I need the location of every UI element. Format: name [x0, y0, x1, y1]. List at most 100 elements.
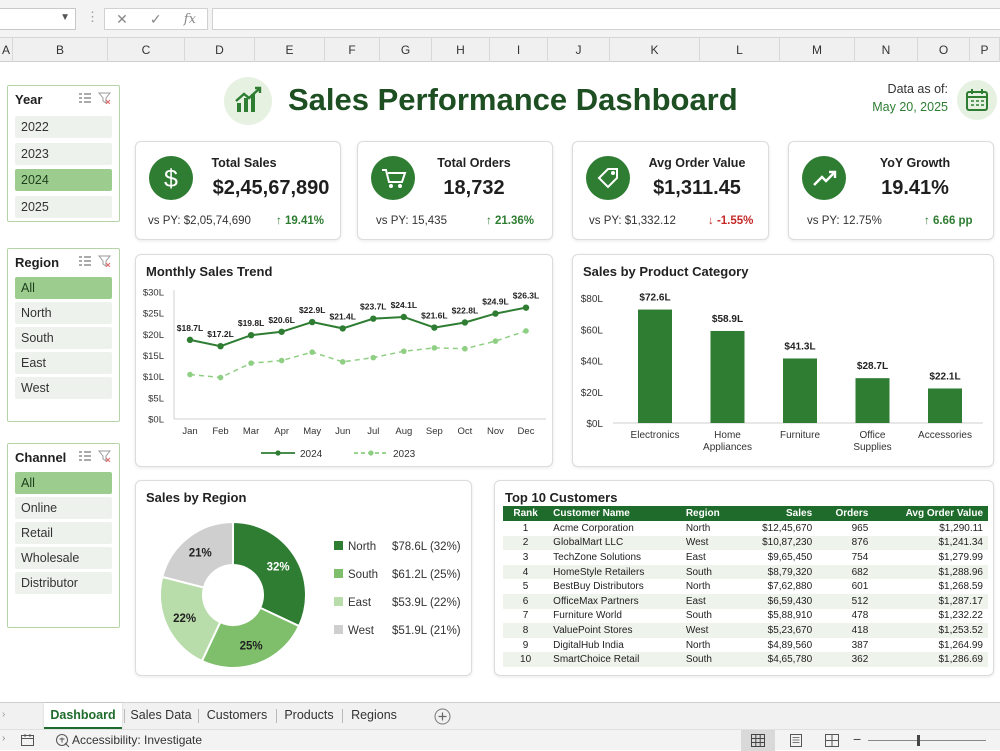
page-layout-icon[interactable] [789, 734, 803, 747]
column-header-p[interactable]: P [970, 38, 1000, 62]
cancel-icon[interactable]: ✕ [116, 10, 128, 27]
column-header-k[interactable]: K [610, 38, 700, 62]
multi-select-icon[interactable] [78, 255, 92, 267]
macro-record-icon[interactable] [20, 733, 35, 748]
zoom-out-icon[interactable]: − [853, 731, 862, 747]
data-point-2024 [370, 315, 377, 322]
slicer-item-wholesale[interactable]: Wholesale [15, 547, 112, 569]
slicer-item-south[interactable]: South [15, 327, 112, 349]
sheet-tab-regions[interactable]: Regions [351, 708, 397, 722]
dollar-icon: $ [149, 156, 193, 200]
column-header-region[interactable]: Region [680, 506, 739, 521]
slicer-item-2024[interactable]: 2024 [15, 169, 112, 191]
column-header-l[interactable]: L [700, 38, 780, 62]
slicer-item-distributor[interactable]: Distributor [15, 572, 112, 594]
clear-filter-icon[interactable] [98, 255, 111, 267]
multi-select-icon[interactable] [78, 450, 92, 462]
more-options-icon[interactable]: ⋮ [86, 9, 99, 24]
table-cell: 1 [522, 522, 529, 534]
sheet-tab-dashboard[interactable]: Dashboard [44, 703, 122, 729]
slicer-item-2023[interactable]: 2023 [15, 142, 112, 165]
accessibility-icon[interactable] [55, 733, 71, 748]
column-header-b[interactable]: B [13, 38, 108, 62]
table-row[interactable]: 2 GlobalMart LLC West $10,87,230 876 $1,241.3… [503, 535, 988, 551]
table-row[interactable]: 10 SmartChoice Retail South $4,65,780 362 $1,… [503, 652, 988, 667]
data-point-2023 [278, 357, 285, 364]
table-row[interactable]: 6 OfficeMax Partners East $6,59,430 512 $1,28… [503, 593, 988, 609]
data-label: $21.6L [421, 311, 447, 321]
column-header-e[interactable]: E [255, 38, 325, 62]
name-box[interactable]: ▼ [0, 8, 76, 30]
data-point-2024 [522, 304, 530, 311]
slicer-item-retail[interactable]: Retail [15, 522, 112, 544]
legend-swatch-east [334, 597, 343, 606]
slice-label: 25% [240, 640, 263, 652]
slicer-item-all[interactable]: All [15, 277, 112, 299]
column-header-o[interactable]: O [918, 38, 970, 62]
column-header-g[interactable]: G [380, 38, 432, 62]
formula-input[interactable] [212, 8, 1000, 30]
accessibility-status[interactable]: Accessibility: Investigate [72, 733, 203, 747]
data-label: $22.9L [299, 305, 325, 315]
page-break-preview-icon[interactable] [825, 734, 839, 747]
clear-filter-icon[interactable] [98, 92, 111, 104]
sheet-tab-sales-data[interactable]: Sales Data [130, 708, 192, 722]
column-header-a[interactable]: A [0, 38, 13, 62]
table-row[interactable]: 5 BestBuy Distributors North $7,62,880 601 $1… [503, 579, 988, 594]
column-header-n[interactable]: N [855, 38, 918, 62]
column-header-d[interactable]: D [185, 38, 255, 62]
column-header-j[interactable]: J [548, 38, 610, 62]
table-cell: South [680, 652, 739, 667]
column-header-f[interactable]: F [325, 38, 380, 62]
column-header-i[interactable]: I [490, 38, 548, 62]
x-tick-label: Aug [395, 426, 412, 437]
table-row[interactable]: 1 Acme Corporation North $12,45,670 965 $1,29… [503, 521, 988, 536]
legend-value: $53.9L (22%) [392, 597, 461, 609]
table-row[interactable]: 9 DigitalHub India North $4,89,560 387 $1,264… [503, 638, 988, 653]
table-header-row: Rank Customer Name Region Sales Orders Avg Or… [503, 506, 988, 521]
column-header-rank[interactable]: Rank [503, 506, 549, 521]
slicer-item-north[interactable]: North [15, 302, 112, 324]
data-point-2023 [248, 360, 254, 366]
table-row[interactable]: 4 HomeStyle Retailers South $8,79,320 682 $1,… [503, 564, 988, 580]
table-row[interactable]: 3 TechZone Solutions East $9,65,450 754 $1,27… [503, 550, 988, 565]
zoom-slider-thumb[interactable] [917, 735, 920, 746]
slicer-item-online[interactable]: Online [15, 497, 112, 519]
scroll-tabs-icon[interactable]: › [2, 709, 6, 720]
chevron-down-icon[interactable]: ▼ [60, 12, 70, 23]
table-row[interactable]: 7 Furniture World South $5,88,910 478 $1,232.… [503, 609, 988, 624]
slicer-item-east[interactable]: East [15, 352, 112, 374]
slicer-item-2022[interactable]: 2022 [15, 116, 112, 138]
sheet-tab-customers[interactable]: Customers [206, 708, 268, 722]
slicer-item-all[interactable]: All [15, 472, 112, 494]
add-sheet-icon[interactable] [434, 708, 451, 725]
multi-select-icon[interactable] [78, 92, 92, 104]
x-tick-label: Nov [487, 426, 504, 437]
column-header-h[interactable]: H [432, 38, 490, 62]
sheet-tab-products[interactable]: Products [284, 708, 334, 722]
column-header-m[interactable]: M [780, 38, 855, 62]
insert-function-icon[interactable]: fx [183, 11, 196, 27]
kpi-delta: ↓ -1.55% [708, 215, 753, 227]
zoom-slider[interactable] [868, 740, 986, 741]
data-label: $24.9L [482, 297, 508, 307]
column-header-c[interactable]: C [108, 38, 185, 62]
table-cell: DigitalHub India [553, 639, 624, 651]
column-header-sales[interactable]: Sales [738, 506, 818, 521]
table-cell: $5,88,910 [767, 610, 813, 622]
column-header-orders[interactable]: Orders [817, 506, 874, 521]
column-header-avg-order-value[interactable]: Avg Order Value [873, 506, 988, 521]
data-point-2023 [492, 338, 499, 344]
enter-icon[interactable]: ✓ [149, 10, 162, 27]
x-tick-label: Oct [458, 426, 473, 437]
legend-marker-2024 [275, 450, 281, 456]
column-header-customer-name[interactable]: Customer Name [548, 506, 681, 521]
y-tick-label: $30L [143, 288, 164, 299]
normal-view-button[interactable] [741, 730, 775, 751]
table-cell: 965 [851, 522, 869, 534]
slicer-item-2025[interactable]: 2025 [15, 195, 112, 218]
kpi-delta-value: 21.36% [494, 215, 534, 227]
table-row[interactable]: 8 ValuePoint Stores West $5,23,670 418 $1,253… [503, 623, 988, 638]
slicer-item-west[interactable]: West [15, 377, 112, 399]
clear-filter-icon[interactable] [98, 450, 111, 462]
